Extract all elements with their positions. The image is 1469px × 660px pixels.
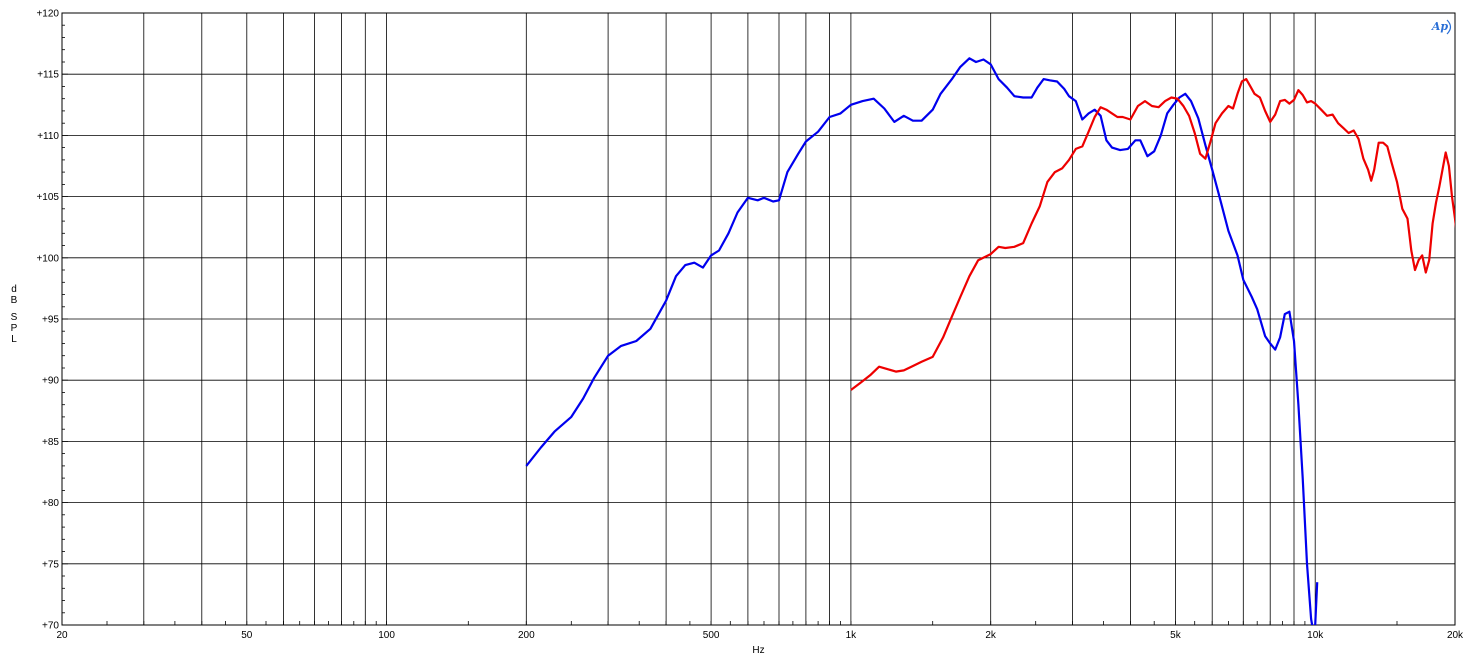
y-tick-label: +105 <box>36 192 59 203</box>
y-tick-label: +95 <box>42 315 59 326</box>
grid <box>61 12 1456 626</box>
y-tick-label: +100 <box>36 253 59 264</box>
x-tick-label: 1k <box>846 630 858 641</box>
x-tick-label: 500 <box>703 630 720 641</box>
y-tick-labels: +70 +75 +80 +85 +90 +95 +100 +105 +110 +115 +120 <box>36 9 59 632</box>
x-tick-label: 5k <box>1170 630 1182 641</box>
x-tick-label: 2k <box>985 630 997 641</box>
y-tick-label: +80 <box>42 498 59 509</box>
y-tick-label: +90 <box>42 376 59 387</box>
y-tick-label: +110 <box>37 131 59 142</box>
series-line-1 <box>525 57 1319 625</box>
plot-frame <box>61 12 1456 626</box>
y-tick-label: +120 <box>36 9 59 20</box>
x-tick-labels: 20 50 100 200 500 1k 2k 5k 10k 20k <box>56 630 1464 641</box>
ap-logo-text: Ap <box>1431 20 1449 33</box>
x-tick-label: 20 <box>56 630 68 641</box>
x-tick-label: 100 <box>378 630 395 641</box>
x-axis-label: Hz <box>752 645 764 656</box>
y-tick-label: +75 <box>42 559 59 570</box>
x-tick-label: 20k <box>1447 630 1464 641</box>
ap-logo-arc <box>1446 19 1452 35</box>
series <box>525 57 1455 625</box>
x-tick-label: 10k <box>1307 630 1324 641</box>
series-line-2 <box>850 78 1455 391</box>
y-tick-label: +70 <box>42 621 59 632</box>
ap-logo: Ap <box>1431 19 1452 35</box>
y-tick-label: +115 <box>37 70 59 81</box>
x-tick-label: 50 <box>241 630 253 641</box>
x-tick-label: 200 <box>518 630 535 641</box>
y-tick-label: +85 <box>42 437 59 448</box>
